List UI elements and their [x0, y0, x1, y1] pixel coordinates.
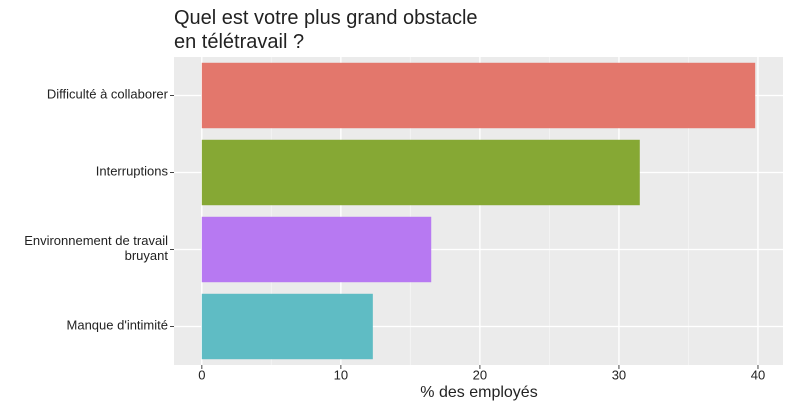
marks [201, 62, 756, 360]
x-tick-label: 40 [751, 367, 765, 382]
y-tick-label: Manque d'intimité [67, 318, 168, 333]
bar [201, 293, 373, 360]
x-tick-label: 10 [334, 367, 348, 382]
chart-title: Quel est votre plus grand obstacle en tél… [174, 7, 478, 53]
x-tick-label: 20 [473, 367, 487, 382]
bar [201, 139, 640, 206]
bar [201, 62, 756, 129]
y-tick-label: Environnement de travail bruyant [24, 233, 168, 263]
x-axis-label: % des employés [420, 384, 537, 401]
x-tick-label: 0 [198, 367, 205, 382]
x-tick-label: 30 [612, 367, 626, 382]
bar [201, 216, 432, 283]
y-tick-label: Interruptions [96, 164, 169, 179]
y-tick-label: Difficulté à collaborer [47, 87, 169, 102]
